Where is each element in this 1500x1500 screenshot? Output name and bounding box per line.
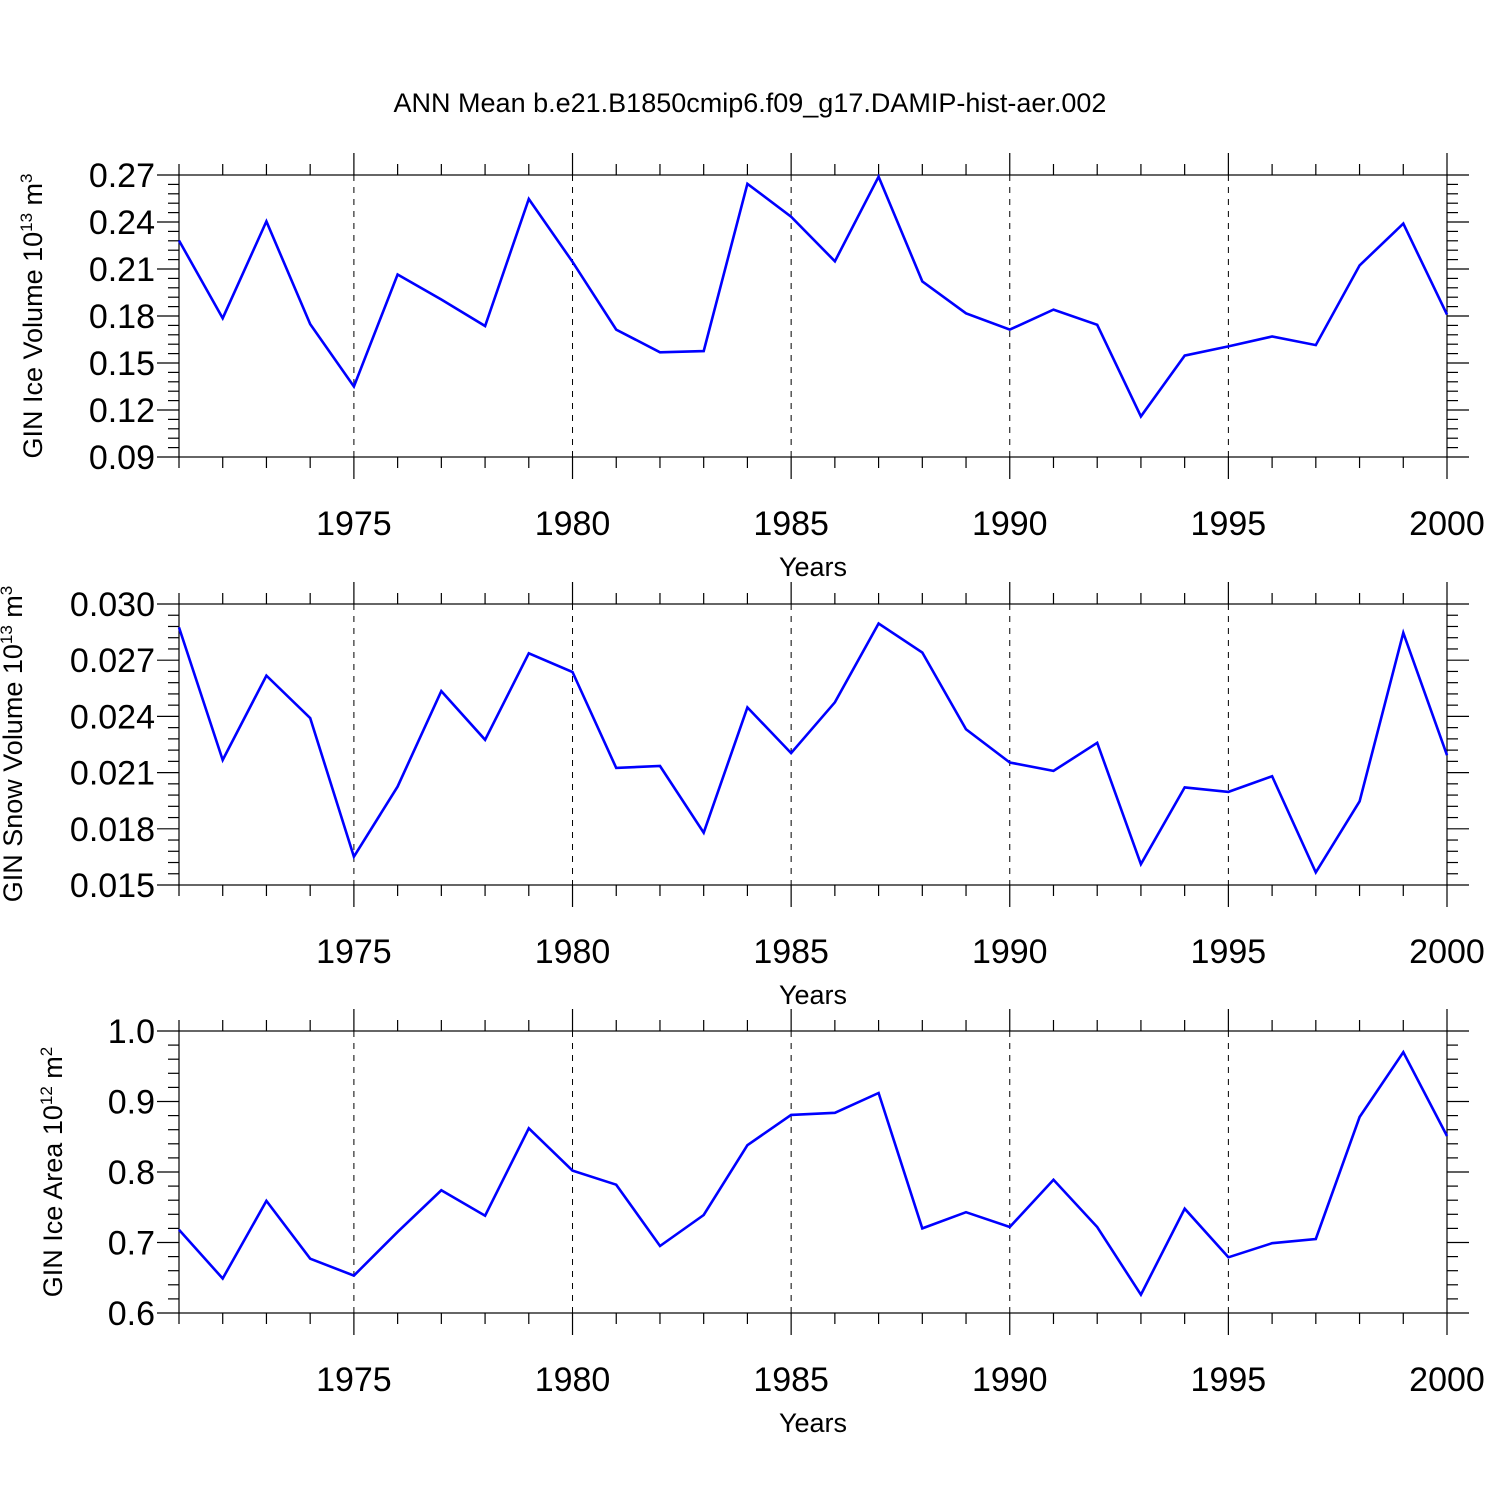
y-tick-label: 0.6 <box>108 1295 155 1333</box>
y-tick-label: 0.015 <box>70 867 155 905</box>
x-tick-label: 1980 <box>535 933 611 971</box>
y-axis-label-text: m <box>18 183 48 213</box>
y-axis-label-superscript: 2 <box>37 1047 56 1056</box>
y-tick-label: 0.021 <box>70 755 155 793</box>
x-tick-label: 1995 <box>1191 1361 1267 1399</box>
y-axis-label-superscript: 13 <box>17 213 36 232</box>
y-axis-label-text: m <box>38 1056 68 1086</box>
y-tick-label: 0.7 <box>108 1225 155 1263</box>
x-tick-label: 1975 <box>316 1361 392 1399</box>
series-line <box>178 1049 1449 1298</box>
y-tick-label: 0.18 <box>89 298 155 336</box>
x-tick-label: 1990 <box>972 505 1048 543</box>
y-tick-label: 0.030 <box>70 586 155 624</box>
y-tick-label: 0.024 <box>70 698 155 736</box>
y-tick-label: 0.027 <box>70 642 155 680</box>
x-axis-label: Years <box>779 980 847 1010</box>
x-axis-label: Years <box>779 1408 847 1438</box>
y-axis-label-text: m <box>0 595 28 625</box>
y-tick-label: 1.0 <box>108 1013 155 1051</box>
x-tick-label: 1975 <box>316 505 392 543</box>
y-axis-label: GIN Ice Volume 1013 m3 <box>17 173 48 458</box>
y-axis-label: GIN Ice Area 1012 m2 <box>37 1047 68 1298</box>
y-axis-label-text: GIN Ice Volume 10 <box>18 232 48 459</box>
y-axis-label-superscript: 12 <box>37 1086 56 1105</box>
x-tick-label: 1995 <box>1191 505 1267 543</box>
y-axis-label-text: GIN Ice Area 10 <box>38 1105 68 1297</box>
y-tick-label: 0.15 <box>89 345 155 383</box>
x-tick-label: 2000 <box>1409 505 1485 543</box>
x-tick-label: 1990 <box>972 1361 1048 1399</box>
figure-title: ANN Mean b.e21.B1850cmip6.f09_g17.DAMIP-… <box>394 88 1107 118</box>
y-axis-label-superscript: 3 <box>0 586 16 595</box>
x-tick-label: 2000 <box>1409 933 1485 971</box>
series-line <box>177 173 1449 419</box>
chart-panel-2: 0.015 0.018 0.021 0.024 0.027 0.030 1975 1980 19… <box>0 582 1485 1010</box>
chart-panel-1: 0.09 0.12 0.15 0.18 0.21 0.24 0.27 1975 1980 1985… <box>17 153 1485 582</box>
y-tick-label: 0.21 <box>89 251 155 289</box>
y-axis-label-text: GIN Snow Volume 10 <box>0 644 28 902</box>
panels: 0.09 0.12 0.15 0.18 0.21 0.24 0.27 1975 1980 1985… <box>0 153 1485 1438</box>
x-axis-label: Years <box>779 552 847 582</box>
y-axis-label-superscript: 13 <box>0 625 16 644</box>
x-tick-label: 1995 <box>1191 933 1267 971</box>
series-line <box>177 621 1449 876</box>
x-tick-label: 1985 <box>753 505 829 543</box>
y-tick-label: 0.9 <box>108 1084 155 1122</box>
y-tick-label: 0.09 <box>89 439 155 477</box>
plot-frame <box>178 1030 1448 1314</box>
plot-frame <box>178 603 1448 886</box>
x-tick-label: 1990 <box>972 933 1048 971</box>
y-tick-label: 0.24 <box>89 204 155 242</box>
x-tick-label: 1980 <box>535 505 611 543</box>
x-tick-label: 1980 <box>535 1361 611 1399</box>
x-tick-label: 2000 <box>1409 1361 1485 1399</box>
y-tick-label: 0.12 <box>89 392 155 430</box>
x-tick-label: 1985 <box>753 933 829 971</box>
plot-frame <box>178 174 1448 458</box>
chart-panel-3: 0.6 0.7 0.8 0.9 1.0 1975 1980 1985 1990 1995 2000 Y… <box>37 1009 1485 1438</box>
y-axis-label: GIN Snow Volume 1013 m3 <box>0 586 28 903</box>
y-tick-label: 0.8 <box>108 1154 155 1192</box>
y-tick-label: 0.27 <box>89 157 155 195</box>
y-tick-label: 0.018 <box>70 811 155 849</box>
x-tick-label: 1985 <box>753 1361 829 1399</box>
x-tick-label: 1975 <box>316 933 392 971</box>
y-axis-label-superscript: 3 <box>17 173 36 182</box>
